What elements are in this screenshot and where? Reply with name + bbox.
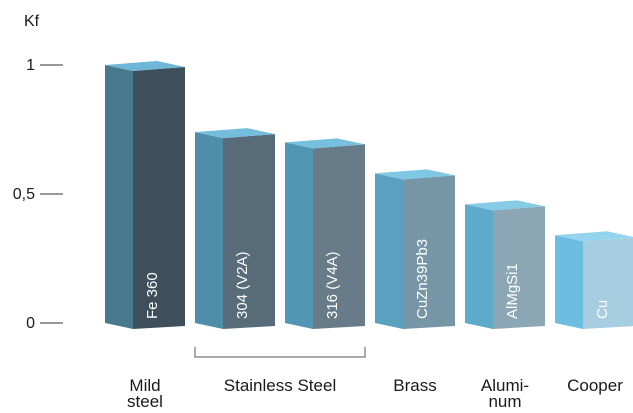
bar-label-5: Cu [594, 300, 611, 319]
y-axis-title: Kf [24, 13, 40, 30]
bar-top-3 [375, 169, 455, 180]
y-tick-label-0: 0 [26, 315, 35, 332]
bar-front-4 [493, 206, 545, 329]
category-label-2-0: Brass [393, 376, 436, 395]
bar-side-2 [285, 142, 313, 329]
bar-label-2: 316 (V4A) [324, 251, 341, 319]
y-axis: 00,51 [13, 57, 63, 332]
bar-2: 316 (V4A) [285, 138, 365, 329]
category-group-4: Cooper [567, 376, 623, 395]
bar-side-4 [465, 204, 493, 329]
y-tick-label-1: 0,5 [13, 186, 35, 203]
bar-top-0 [105, 61, 185, 71]
bar-top-4 [465, 200, 545, 211]
category-label-0-1: steel [127, 392, 163, 411]
bar-label-4: AlMgSi1 [504, 263, 521, 319]
bar-front-1 [223, 134, 275, 329]
bar-top-2 [285, 138, 365, 149]
bar-label-3: CuZn39Pb3 [414, 239, 431, 319]
bar-1: 304 (V2A) [195, 128, 275, 329]
bar-side-1 [195, 132, 223, 329]
y-tick-label-2: 1 [26, 57, 35, 74]
category-label-3-0: Alumi- [481, 376, 529, 395]
bar-label-0: Fe 360 [144, 272, 161, 319]
bar-top-5 [555, 231, 633, 242]
bar-front-0 [133, 67, 185, 329]
bar-5: Cu [555, 231, 633, 329]
bar-4: AlMgSi1 [465, 200, 545, 329]
category-group-2: Brass [393, 376, 436, 395]
bar-side-3 [375, 173, 403, 329]
category-label-3-1: num [488, 392, 521, 411]
category-label-0-0: Mild [129, 376, 160, 395]
bar-top-1 [195, 128, 275, 139]
category-group-1: Stainless Steel [194, 347, 366, 395]
bar-side-0 [105, 65, 133, 329]
bar-side-5 [555, 235, 583, 329]
bars: Fe 360 304 (V2A) 316 (V4A) CuZn39Pb3 AlMgSi1… [105, 61, 633, 329]
bar-front-2 [313, 144, 365, 329]
group-bracket-1 [194, 347, 366, 358]
bar-label-1: 304 (V2A) [234, 251, 251, 319]
bar-front-3 [403, 175, 455, 329]
category-group-3: Alumi-num [481, 376, 529, 411]
category-label-1-0: Stainless Steel [224, 376, 336, 395]
category-label-4-0: Cooper [567, 376, 623, 395]
bar-3: CuZn39Pb3 [375, 169, 455, 329]
bar-front-5 [583, 237, 633, 329]
bar-0: Fe 360 [105, 61, 185, 329]
